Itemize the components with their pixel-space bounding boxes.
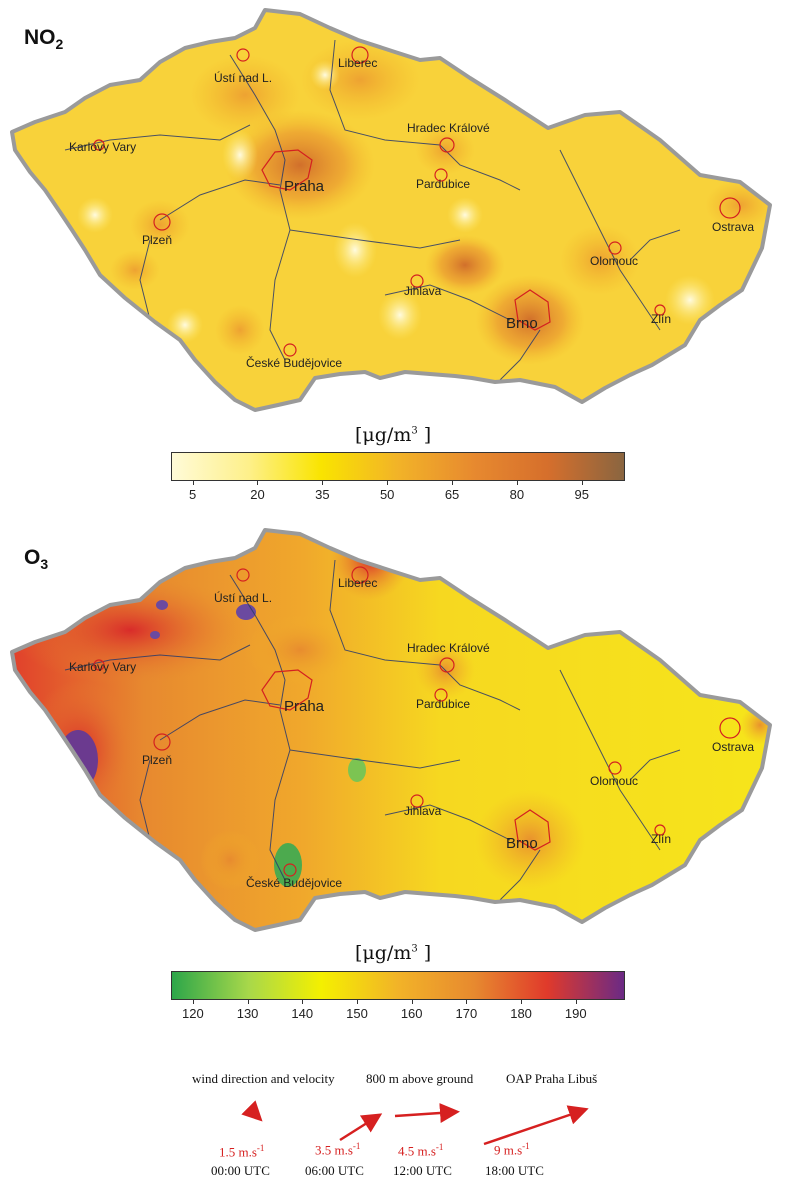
colorbar-tick-mark <box>247 1000 249 1004</box>
city-label-praha: Praha <box>284 698 325 715</box>
city-label-pardubice: Pardubice <box>416 697 471 711</box>
o3-country-border <box>10 528 772 932</box>
no2-country-border <box>10 8 772 412</box>
wind-arrow <box>483 1105 589 1146</box>
o3-concentration-map <box>10 528 772 932</box>
city-label-ostrava: Ostrava <box>712 740 755 754</box>
wind-station-text: OAP Praha Libuš <box>506 1071 598 1086</box>
o3-unit-label: [μg/m3 ] <box>355 942 432 964</box>
colorbar-tick-mark <box>581 481 583 485</box>
no2-tick-label: 65 <box>444 487 460 502</box>
city-label-olomouc: Olomouc <box>590 254 639 268</box>
city-label-usti-nad-labem: Ústí nad L. <box>214 591 273 605</box>
o3-map-panel: O3 Liberec Ústí nad L. Hradec Králové Ka… <box>0 520 800 940</box>
city-label-ceske-budejovice: České Budějovice <box>246 356 343 370</box>
city-label-plzen: Plzeň <box>142 753 173 767</box>
o3-label: O3 <box>24 546 49 573</box>
wind-time-1800: 18:00 UTC <box>485 1163 544 1178</box>
city-label-praha: Praha <box>284 178 325 195</box>
city-label-brno: Brno <box>506 315 538 332</box>
colorbar-tick-mark <box>452 481 454 485</box>
city-label-hradec-kralove: Hradec Králové <box>407 641 490 655</box>
no2-concentration-map <box>10 8 772 412</box>
colorbar-tick-mark <box>575 1000 577 1004</box>
city-label-ostrava: Ostrava <box>712 220 755 234</box>
city-label-liberec: Liberec <box>338 576 378 590</box>
wind-arrow <box>339 1113 383 1142</box>
o3-concentration-field <box>12 530 770 930</box>
no2-city-outlines <box>93 46 741 357</box>
city-label-brno: Brno <box>506 835 538 852</box>
colorbar-tick-mark <box>387 481 389 485</box>
no2-tick-label: 50 <box>379 487 395 502</box>
colorbar-tick-mark <box>192 1000 194 1004</box>
colorbar-tick-mark <box>257 481 259 485</box>
wind-speed-1200: 4.5 m.s-1 <box>398 1142 444 1159</box>
no2-map-panel: NO2 Liberec Ústí nad L. Hradec Králové K… <box>0 0 800 420</box>
wind-speed-1800: 9 m.s-1 <box>494 1141 530 1158</box>
o3-colorbar <box>171 971 625 1000</box>
colorbar-tick-mark <box>322 481 324 485</box>
colorbar-tick-mark <box>411 1000 413 1004</box>
no2-rivers <box>64 39 681 381</box>
wind-arrows <box>241 1100 589 1146</box>
city-label-ceske-budejovice: České Budějovice <box>246 876 343 890</box>
wind-speed-0600: 3.5 m.s-1 <box>315 1141 361 1158</box>
colorbar-tick-mark <box>302 1000 304 1004</box>
no2-tick-label: 95 <box>574 487 589 502</box>
o3-tick-label: 170 <box>455 1006 478 1021</box>
no2-tick-label: 35 <box>315 487 330 502</box>
no2-tick-label: 20 <box>250 487 265 502</box>
colorbar-tick-mark <box>356 1000 358 1004</box>
wind-time-0000: 00:00 UTC <box>211 1163 270 1178</box>
city-label-pardubice: Pardubice <box>416 177 471 191</box>
city-label-karlovy-vary: Karlovy Vary <box>69 140 137 154</box>
city-label-liberec: Liberec <box>338 56 378 70</box>
wind-arrow <box>241 1100 263 1122</box>
wind-time-1200: 12:00 UTC <box>393 1163 452 1178</box>
city-label-jihlava: Jihlava <box>404 284 442 298</box>
no2-unit-label: [μg/m3 ] <box>355 424 432 446</box>
wind-arrow <box>394 1103 460 1123</box>
city-label-hradec-kralove: Hradec Králové <box>407 121 490 135</box>
no2-tick-label: 80 <box>509 487 525 502</box>
no2-tick-label: 5 <box>188 487 197 502</box>
city-label-karlovy-vary: Karlovy Vary <box>69 660 137 674</box>
colorbar-tick-mark <box>192 481 194 485</box>
o3-rivers <box>64 559 681 901</box>
city-label-zlin: Zlín <box>651 832 672 846</box>
city-label-plzen: Plzeň <box>142 233 173 247</box>
city-label-zlin: Zlín <box>651 312 672 326</box>
o3-tick-label: 180 <box>510 1006 532 1021</box>
city-label-usti-nad-labem: Ústí nad L. <box>214 71 273 85</box>
wind-height-text: 800 m above ground <box>366 1071 474 1086</box>
no2-concentration-field <box>12 10 770 410</box>
o3-tick-label: 160 <box>400 1006 423 1021</box>
city-label-olomouc: Olomouc <box>590 774 639 788</box>
city-label-jihlava: Jihlava <box>404 804 442 818</box>
o3-tick-label: 120 <box>182 1006 204 1021</box>
colorbar-tick-mark <box>516 481 518 485</box>
o3-tick-label: 140 <box>291 1006 314 1021</box>
no2-label: NO2 <box>24 26 64 53</box>
wind-speed-0000: 1.5 m.s-1 <box>219 1143 265 1160</box>
colorbar-tick-mark <box>521 1000 523 1004</box>
o3-city-outlines <box>93 566 741 877</box>
o3-tick-label: 150 <box>346 1006 368 1021</box>
colorbar-tick-mark <box>466 1000 468 1004</box>
no2-colorbar <box>171 452 625 481</box>
o3-tick-label: 190 <box>564 1006 587 1021</box>
wind-title-text: wind direction and velocity <box>192 1071 335 1086</box>
o3-tick-label: 130 <box>236 1006 259 1021</box>
wind-time-0600: 06:00 UTC <box>305 1163 364 1178</box>
